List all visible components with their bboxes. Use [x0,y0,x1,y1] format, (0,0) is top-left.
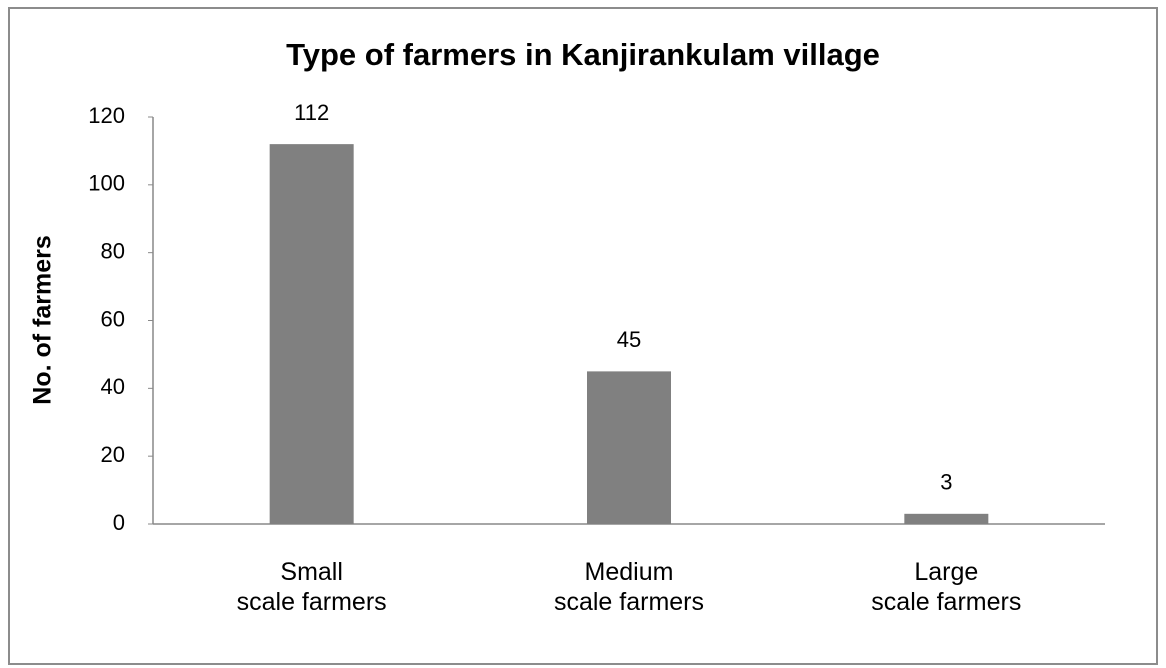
bar [904,513,989,524]
y-axis-label: No. of farmers [29,235,57,404]
data-label: 3 [940,470,952,495]
y-tick-label: 120 [88,103,125,128]
y-tick-label: 60 [101,306,125,331]
x-tick-label: Small scale farmers [236,558,387,616]
bar [269,144,354,524]
data-label: 45 [617,327,641,352]
x-tick-label: Large scale farmers [871,558,1022,616]
y-tick-label: 20 [101,442,125,467]
x-tick-label: Medium scale farmers [553,558,705,616]
y-tick-label: 80 [101,238,125,263]
y-tick-label: 40 [101,374,125,399]
chart-border [8,7,1158,665]
bar [587,371,671,524]
data-label: 112 [294,100,329,125]
y-tick-label: 0 [113,510,125,535]
y-tick-label: 100 [88,171,125,196]
chart-title: Type of farmers in Kanjirankulam village [286,37,880,72]
